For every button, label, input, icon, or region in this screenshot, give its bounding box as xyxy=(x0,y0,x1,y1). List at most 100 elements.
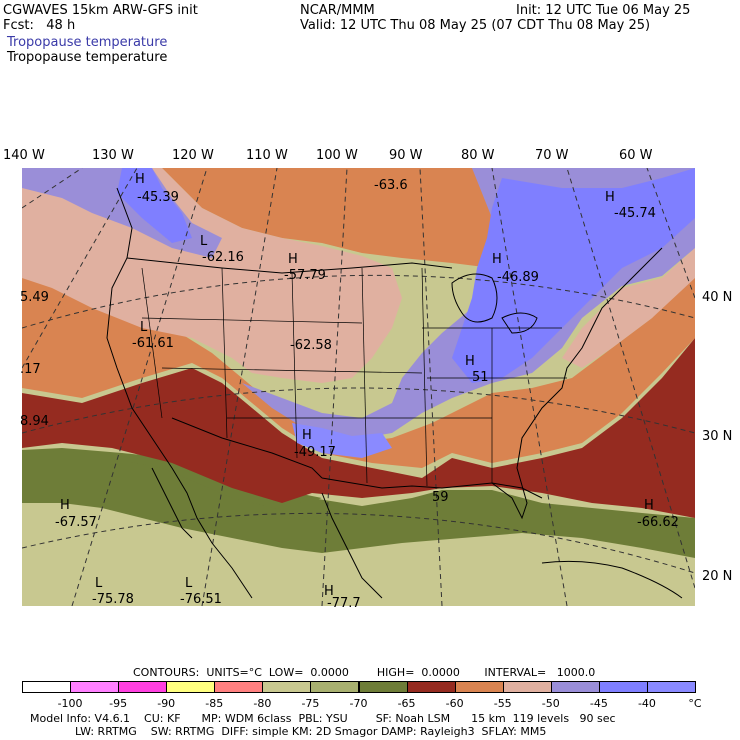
lake-erie xyxy=(501,312,538,334)
valid-time: Valid: 12 UTC Thu 08 May 25 (07 CDT Thu … xyxy=(300,18,651,33)
lon-label: 140 W xyxy=(3,148,45,163)
colorbar-label: -55 xyxy=(493,697,512,710)
map-label-value: -46.89 xyxy=(497,270,539,285)
model-title: CGWAVES 15km ARW-GFS init xyxy=(3,3,198,18)
map-label-value: -45.74 xyxy=(614,206,656,221)
lat-label: 40 N xyxy=(702,290,733,305)
colorbar-swatch xyxy=(262,681,312,693)
map-label-value: -62.58 xyxy=(290,338,332,353)
map-label-high: H xyxy=(605,190,615,205)
colorbar-swatch xyxy=(598,681,648,693)
colorbar-swatch xyxy=(166,681,216,693)
map-label-low: L xyxy=(95,576,103,591)
baja-coast xyxy=(151,467,193,539)
map-label-high: H xyxy=(465,354,475,369)
lon-label: 90 W xyxy=(389,148,423,163)
colorbar-label: -85 xyxy=(205,697,224,710)
colorbar-label: -65 xyxy=(397,697,416,710)
map-label-value: -62.16 xyxy=(202,250,244,265)
map-label-value: -76.51 xyxy=(180,592,222,607)
us-canada-border xyxy=(126,257,453,274)
tropopause-temperature-map: H -45.39 -63.6 H -45.74 L -62.16 H -57.7… xyxy=(20,167,696,611)
colorbar-swatch xyxy=(358,681,408,693)
model-info-line2: LW: RRTMG SW: RRTMG DIFF: simple KM: 2D … xyxy=(75,725,547,738)
map-label-high: H xyxy=(644,498,654,513)
colorbar-swatch xyxy=(502,681,552,693)
map-label-value: -66.62 xyxy=(637,515,679,530)
brickred-region xyxy=(22,338,695,518)
map-label-value: -49.17 xyxy=(294,445,336,460)
map-label-low: L xyxy=(140,320,148,335)
map-label-value: 8.94 xyxy=(20,414,49,429)
map-label-high: H xyxy=(324,584,334,599)
colorbar-label: -95 xyxy=(109,697,128,710)
blue-east-region xyxy=(452,168,695,383)
center-name: NCAR/MMM xyxy=(300,3,375,18)
salmon-east-region xyxy=(562,248,695,368)
lon-line-70w xyxy=(566,167,696,589)
graticule xyxy=(21,167,696,607)
gulf-coast xyxy=(321,477,543,499)
forecast-hour: Fcst: 48 h xyxy=(3,18,76,33)
us-mexico-border xyxy=(171,417,323,479)
map-label-value: 59 xyxy=(432,490,449,505)
map-label-value: .17 xyxy=(20,362,41,377)
coastlines xyxy=(106,187,683,599)
map-label-value: -67.57 xyxy=(55,515,97,530)
lon-label: 120 W xyxy=(172,148,214,163)
map-label-value: -63.6 xyxy=(374,178,408,193)
orange-region xyxy=(22,268,695,468)
map-label-value: -77.7 xyxy=(327,596,361,611)
colorbar-label: -45 xyxy=(589,697,608,710)
lon-line-140w xyxy=(21,167,83,209)
blue-northwest-region xyxy=(117,168,192,243)
colorbar-swatch xyxy=(550,681,600,693)
state-line xyxy=(161,367,423,374)
field-label-blue: Tropopause temperature xyxy=(7,35,168,50)
lat-label: 30 N xyxy=(702,429,733,444)
map-label-low: L xyxy=(200,234,208,249)
colorbar-swatch xyxy=(70,681,120,693)
lat-label: 20 N xyxy=(702,569,733,584)
lon-label: 60 W xyxy=(619,148,653,163)
init-time: Init: 12 UTC Tue 06 May 25 xyxy=(516,3,691,18)
great-lakes xyxy=(451,273,498,323)
map-label-value: -57.79 xyxy=(284,268,326,283)
colorbar-swatch xyxy=(214,681,264,693)
blue-south-region xyxy=(292,423,392,458)
map-label-high: H xyxy=(492,252,502,267)
map-label-high: H xyxy=(60,498,70,513)
colorbar-swatch xyxy=(118,681,168,693)
map-canvas xyxy=(21,167,696,607)
colorbar-label: -90 xyxy=(157,697,176,710)
colorbar-label: -50 xyxy=(541,697,560,710)
lon-line-80w xyxy=(491,167,568,607)
lon-label: 100 W xyxy=(316,148,358,163)
lon-line-100w xyxy=(321,167,348,607)
colorbar-label: -40 xyxy=(637,697,656,710)
map-label-high: H xyxy=(302,428,312,443)
colorbar-swatch xyxy=(454,681,504,693)
state-line xyxy=(361,267,368,484)
colorbar-label: -70 xyxy=(349,697,368,710)
map-label-high: H xyxy=(288,252,298,267)
state-borders xyxy=(141,267,567,487)
lon-label: 70 W xyxy=(535,148,569,163)
pacific-coast xyxy=(106,187,253,599)
lon-line-90w xyxy=(419,167,443,607)
colorbar-swatch xyxy=(22,681,72,693)
colorbar-label: -60 xyxy=(445,697,464,710)
orange-north-region xyxy=(162,168,582,288)
map-label-value: -45.39 xyxy=(137,190,179,205)
map-label-value: -61.61 xyxy=(132,336,174,351)
colorbar-swatch xyxy=(406,681,456,693)
colorbar-label: -75 xyxy=(301,697,320,710)
map-label-value: 5.49 xyxy=(20,290,49,305)
colorbar-swatch xyxy=(310,681,360,693)
lon-label: 80 W xyxy=(461,148,495,163)
caribbean-islands xyxy=(541,560,683,599)
state-line xyxy=(421,267,428,487)
atlantic-coast xyxy=(491,247,663,520)
state-line xyxy=(141,317,363,324)
state-line xyxy=(221,267,228,439)
